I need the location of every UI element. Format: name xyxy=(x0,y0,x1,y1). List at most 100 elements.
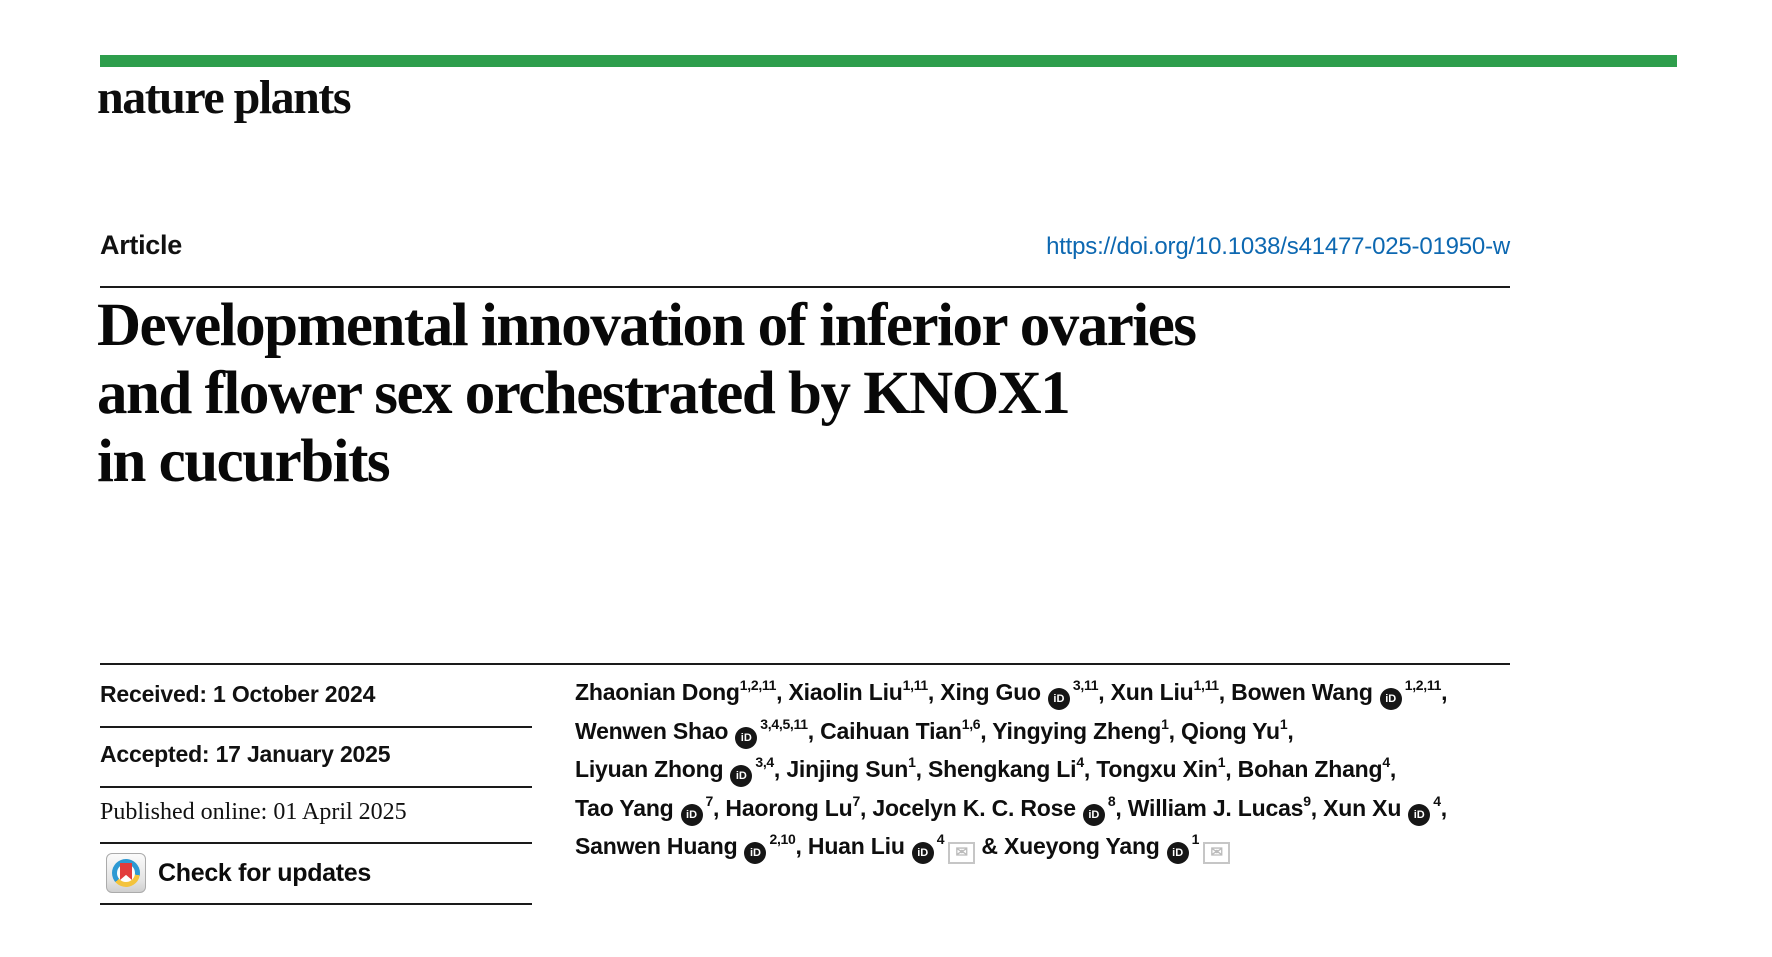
title-line-2: and flower sex orchestrated by KNOX1 xyxy=(97,360,1071,427)
author-affiliation-superscript: 1 xyxy=(1279,715,1288,732)
title-line-1: Developmental innovation of inferior ova… xyxy=(97,292,1197,359)
author-name: Xun Liu xyxy=(1110,679,1194,705)
journal-logo: nature plants xyxy=(97,71,352,124)
received-date: Received: 1 October 2024 xyxy=(100,681,376,707)
author-separator: , xyxy=(713,794,726,821)
author-affiliation-superscript: 1,2,11 xyxy=(1404,677,1442,693)
article-type-label: Article xyxy=(100,230,182,260)
author-name: Tao Yang xyxy=(575,794,674,821)
author-name: Liyuan Zhong xyxy=(575,756,724,782)
author-affiliation-superscript: 1 xyxy=(908,754,916,770)
author-name: Xing Guo xyxy=(940,679,1041,705)
check-for-updates-button[interactable]: Check for updates xyxy=(106,853,371,893)
author-affiliation-superscript: 3,4 xyxy=(755,754,774,770)
divider xyxy=(100,842,532,844)
orcid-icon[interactable]: iD xyxy=(911,842,934,864)
author-separator: , xyxy=(1168,717,1181,744)
corresponding-author-email-icon[interactable]: ✉ xyxy=(1203,842,1231,864)
author-line: Wenwen Shao iD3,4,5,11, Caihuan Tian1,6, … xyxy=(575,712,1535,751)
crossmark-icon xyxy=(106,853,146,893)
divider xyxy=(100,903,532,905)
author-name: Xiaolin Liu xyxy=(788,679,903,705)
author-affiliation-superscript: 2,10 xyxy=(769,831,796,847)
author-name: Huan Liu xyxy=(807,833,905,859)
orcid-icon[interactable]: iD xyxy=(1166,842,1189,864)
author-name: Qiong Yu xyxy=(1180,717,1280,744)
author-name: Xueyong Yang xyxy=(1003,833,1160,859)
divider xyxy=(100,286,1510,288)
author-affiliation-superscript: 8 xyxy=(1107,792,1116,809)
author-name: Caihuan Tian xyxy=(820,717,962,744)
author-affiliation-superscript: 1 xyxy=(1217,754,1226,770)
orcid-icon[interactable]: iD xyxy=(680,803,703,826)
title-line-3: in cucurbits xyxy=(97,428,391,495)
author-affiliation-superscript: 7 xyxy=(852,792,860,809)
author-separator: , xyxy=(1098,679,1111,705)
orcid-icon[interactable]: iD xyxy=(1082,803,1105,826)
author-name: Sanwen Huang xyxy=(575,833,738,859)
author-affiliation-superscript: 1,2,11 xyxy=(739,677,777,693)
author-separator: , xyxy=(1287,717,1294,744)
check-for-updates-label: Check for updates xyxy=(158,858,372,887)
author-affiliation-superscript: 9 xyxy=(1303,792,1311,809)
author-name: Jinjing Sun xyxy=(786,756,909,782)
author-separator: , xyxy=(980,717,993,744)
author-affiliation-superscript: 1,6 xyxy=(961,715,981,732)
author-affiliation-superscript: 1 xyxy=(1161,715,1169,732)
author-affiliation-superscript: 1,11 xyxy=(1193,677,1220,693)
author-name: Tongxu Xin xyxy=(1096,756,1218,782)
author-affiliation-superscript: 3,4,5,11 xyxy=(760,715,808,732)
author-separator: , xyxy=(807,717,821,744)
author-separator: , xyxy=(1389,756,1397,782)
author-name: William J. Lucas xyxy=(1127,794,1304,821)
author-separator: , xyxy=(915,756,928,782)
author-separator: , xyxy=(1218,679,1232,705)
author-affiliation-superscript: 4 xyxy=(1382,754,1390,770)
author-name: Wenwen Shao xyxy=(575,717,729,744)
accepted-date: Accepted: 17 January 2025 xyxy=(100,741,391,767)
published-online-date: Published online: 01 April 2025 xyxy=(100,799,407,825)
author-separator: , xyxy=(927,679,941,705)
author-separator: , xyxy=(859,794,873,821)
author-list: Zhaonian Dong1,2,11, Xiaolin Liu1,11, Xi… xyxy=(575,673,1535,866)
orcid-icon[interactable]: iD xyxy=(1047,688,1070,710)
author-affiliation-superscript: 7 xyxy=(705,792,714,809)
journal-accent-bar xyxy=(100,55,1677,67)
orcid-icon[interactable]: iD xyxy=(730,765,753,787)
author-line: Zhaonian Dong1,2,11, Xiaolin Liu1,11, Xi… xyxy=(575,673,1535,712)
divider xyxy=(100,726,532,728)
orcid-icon[interactable]: iD xyxy=(744,842,767,864)
author-separator: , xyxy=(795,833,808,859)
author-affiliation-superscript: 3,11 xyxy=(1072,677,1099,693)
crossmark-bookmark-icon xyxy=(120,863,132,880)
corresponding-author-email-icon[interactable]: ✉ xyxy=(948,842,976,864)
divider xyxy=(100,786,532,788)
author-name: Yingying Zheng xyxy=(992,717,1162,744)
author-name: Haorong Lu xyxy=(725,794,853,821)
orcid-icon[interactable]: iD xyxy=(735,726,758,749)
author-name: Shengkang Li xyxy=(927,756,1077,782)
author-name: Jocelyn K. C. Rose xyxy=(872,794,1076,821)
author-separator: , xyxy=(776,679,789,705)
author-line: Sanwen Huang iD2,10, Huan Liu iD4✉ & Xueyo… xyxy=(575,827,1535,866)
author-separator: , xyxy=(1115,794,1128,821)
author-line: Tao Yang iD7, Haorong Lu7, Jocelyn K. C. … xyxy=(575,789,1535,828)
author-name: Bowen Wang xyxy=(1231,679,1373,705)
author-separator: , xyxy=(1310,794,1324,821)
author-separator: , xyxy=(1440,794,1447,821)
author-affiliation-superscript: 4 xyxy=(1433,792,1441,809)
author-separator: , xyxy=(1225,756,1238,782)
page-title: Developmental innovation of inferior ova… xyxy=(97,292,1577,496)
orcid-icon[interactable]: iD xyxy=(1408,803,1431,826)
orcid-icon[interactable]: iD xyxy=(1379,688,1402,710)
author-affiliation-superscript: 4 xyxy=(936,831,945,847)
author-name: Zhaonian Dong xyxy=(575,679,740,705)
author-separator: & xyxy=(975,833,1004,859)
author-name: Bohan Zhang xyxy=(1237,756,1383,782)
author-name: Xun Xu xyxy=(1323,794,1402,821)
author-separator: , xyxy=(1441,679,1448,705)
author-separator: , xyxy=(1083,756,1097,782)
author-affiliation-superscript: 1 xyxy=(1191,831,1200,847)
doi-link[interactable]: https://doi.org/10.1038/s41477-025-01950… xyxy=(1046,233,1510,260)
